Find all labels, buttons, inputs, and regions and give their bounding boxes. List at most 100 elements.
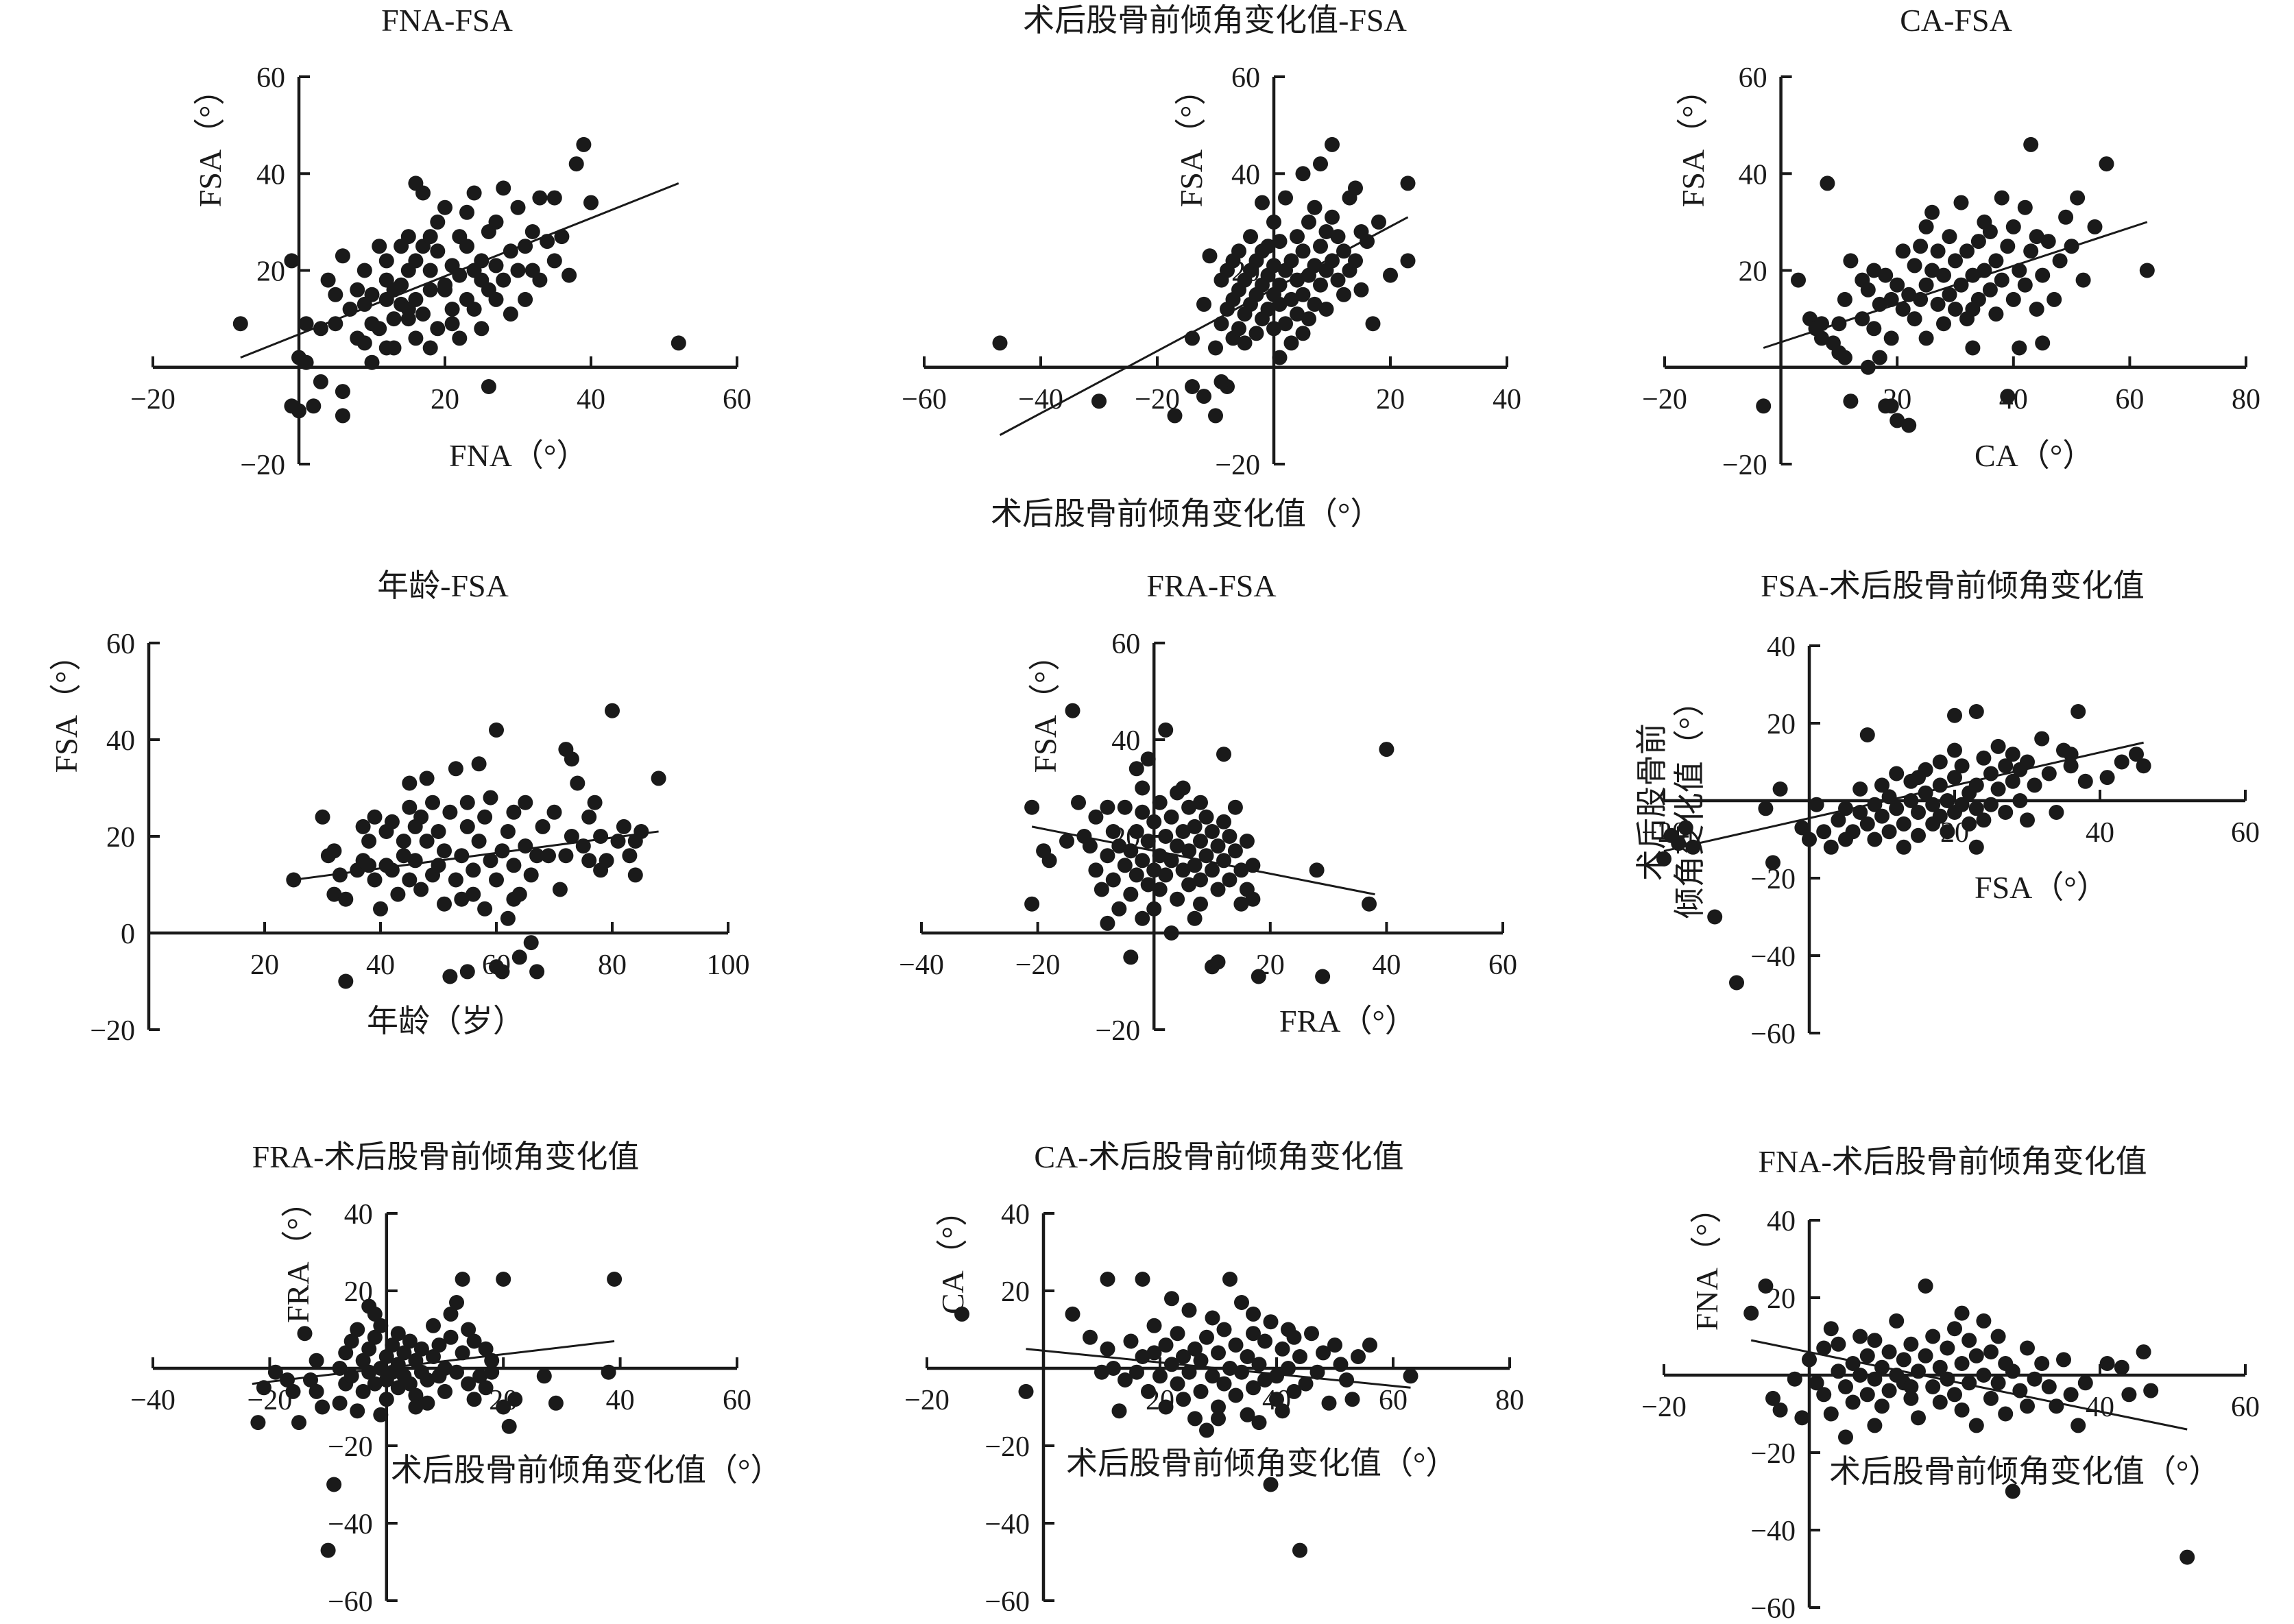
data-point xyxy=(1071,795,1086,810)
data-point xyxy=(350,1322,365,1337)
data-point xyxy=(459,239,474,254)
data-point xyxy=(518,838,533,854)
data-point xyxy=(390,886,406,902)
y-tick-label: 40 xyxy=(1001,1199,1030,1231)
x-tick-label: 60 xyxy=(1379,1385,1408,1416)
data-point xyxy=(1400,253,1416,269)
data-point xyxy=(1867,832,1883,847)
data-point xyxy=(1193,896,1208,912)
data-point xyxy=(2136,758,2151,774)
data-point xyxy=(1233,862,1249,878)
data-point xyxy=(1348,180,1363,196)
data-point xyxy=(1360,234,1375,250)
data-point xyxy=(459,795,475,810)
data-point xyxy=(1866,263,1882,278)
data-point xyxy=(1867,1371,1883,1387)
data-point xyxy=(1158,1337,1174,1353)
data-point xyxy=(2029,229,2044,245)
data-point xyxy=(532,190,548,206)
data-point xyxy=(466,1333,482,1349)
data-point xyxy=(454,891,470,907)
data-point xyxy=(518,239,533,254)
data-point xyxy=(1117,799,1133,815)
x-tick-label: 20 xyxy=(250,949,279,981)
data-point xyxy=(1199,1422,1214,1438)
data-point xyxy=(575,838,591,854)
data-point xyxy=(2136,1344,2151,1360)
data-point xyxy=(1202,248,1218,264)
data-point xyxy=(326,1477,342,1492)
data-point xyxy=(1292,1349,1307,1364)
data-point xyxy=(1135,853,1150,869)
data-point xyxy=(1976,1313,1992,1329)
data-point xyxy=(546,804,562,820)
data-point xyxy=(501,1418,517,1434)
data-point xyxy=(1257,1372,1272,1387)
data-point xyxy=(2000,389,2016,404)
data-point xyxy=(1998,758,2014,774)
data-point xyxy=(378,253,394,269)
data-point xyxy=(425,795,440,810)
chart-title: FRA-FSA xyxy=(1146,568,1276,603)
data-point xyxy=(2034,1356,2050,1371)
data-point xyxy=(1123,843,1139,859)
data-point xyxy=(1152,882,1168,897)
data-point xyxy=(1362,1337,1377,1353)
y-tick-label: 40 xyxy=(1111,725,1140,757)
data-point xyxy=(1295,326,1311,341)
scatter-panel-2: 术后股骨前倾角变化值-FSA−60−40−202040−20204060术后股骨… xyxy=(902,3,1521,531)
data-point xyxy=(443,1329,459,1345)
data-point xyxy=(454,848,470,864)
data-point xyxy=(2099,156,2114,172)
y-axis-label: FSA（°） xyxy=(1174,74,1209,208)
data-point xyxy=(437,1361,452,1376)
data-point xyxy=(1990,1329,2006,1344)
y-tick-label: −20 xyxy=(1722,450,1767,481)
data-point xyxy=(2077,1375,2093,1391)
data-point xyxy=(431,1337,447,1353)
y-tick-label: 40 xyxy=(1739,159,1767,191)
data-point xyxy=(1881,824,1897,840)
data-point xyxy=(1988,306,2004,322)
data-point xyxy=(1152,848,1168,864)
y-tick-label: 20 xyxy=(1767,709,1796,740)
data-point xyxy=(1947,742,1962,758)
trend-line xyxy=(1663,741,2144,852)
data-point xyxy=(1889,801,1905,816)
data-point xyxy=(474,321,490,337)
data-point xyxy=(1222,1361,1237,1376)
data-point xyxy=(2020,1398,2035,1414)
data-point xyxy=(524,224,540,239)
data-point xyxy=(396,834,411,849)
data-point xyxy=(1111,901,1127,917)
data-point xyxy=(1965,340,1981,356)
data-point xyxy=(1671,836,1687,851)
data-point xyxy=(1100,1272,1115,1287)
data-point xyxy=(407,853,423,869)
data-point xyxy=(1911,805,1926,820)
data-point xyxy=(1336,243,1351,259)
data-point xyxy=(1216,1376,1232,1392)
data-point xyxy=(419,771,435,786)
data-point xyxy=(461,1322,476,1337)
data-point xyxy=(1129,1364,1144,1380)
data-point xyxy=(1251,1357,1267,1372)
data-point xyxy=(1216,747,1231,762)
data-point xyxy=(1743,1305,1759,1321)
data-point xyxy=(489,722,504,738)
data-point xyxy=(2049,805,2064,820)
data-point xyxy=(1982,282,1998,298)
data-point xyxy=(494,964,510,980)
x-tick-label: 60 xyxy=(2231,1392,2260,1423)
data-point xyxy=(1968,1418,1984,1433)
data-point xyxy=(1859,816,1875,832)
data-point xyxy=(523,867,539,883)
data-point xyxy=(1290,229,1305,245)
data-point xyxy=(1091,393,1107,409)
data-point xyxy=(2005,219,2021,234)
data-point xyxy=(357,263,372,278)
x-tick-label: −20 xyxy=(1641,1392,1687,1423)
data-point xyxy=(1211,1399,1226,1415)
data-point xyxy=(1756,398,1772,414)
data-point xyxy=(1193,795,1208,810)
